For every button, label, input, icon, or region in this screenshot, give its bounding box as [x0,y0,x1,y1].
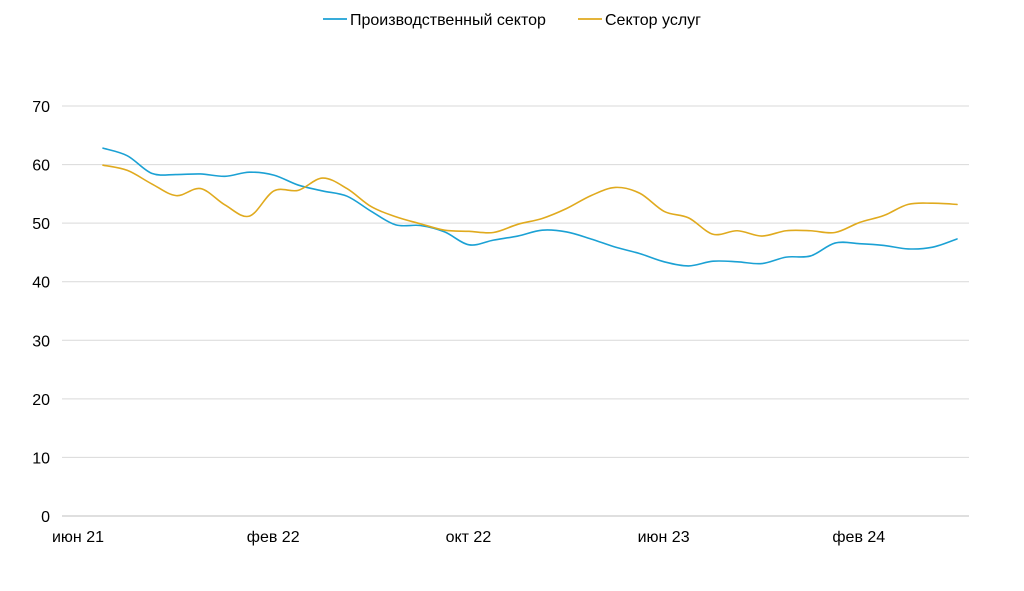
x-tick-label: фев 24 [832,529,885,546]
y-tick-label: 70 [32,99,50,116]
x-tick-label: июн 23 [638,529,690,546]
gridlines [62,105,969,517]
y-axis: 0 10 20 30 40 50 60 70 [32,99,50,526]
x-tick-label: фев 22 [247,529,300,546]
x-axis: июн 21 фев 22 окт 22 июн 23 фев 24 [52,529,885,546]
series-lines [102,147,958,267]
series-line-services [102,164,958,237]
x-tick-label: июн 21 [52,529,104,546]
y-tick-label: 60 [32,158,50,175]
y-tick-label: 20 [32,392,50,409]
y-tick-label: 30 [32,333,50,350]
legend-label-services: Сектор услуг [605,12,701,29]
legend: Производственный сектор Сектор услуг [323,12,701,29]
y-tick-label: 50 [32,216,50,233]
x-tick-label: окт 22 [446,529,492,546]
y-tick-label: 0 [41,509,50,526]
series-line-manufacturing [102,147,958,267]
y-tick-label: 10 [32,450,50,467]
legend-label-manufacturing: Производственный сектор [350,12,546,29]
y-tick-label: 40 [32,275,50,292]
